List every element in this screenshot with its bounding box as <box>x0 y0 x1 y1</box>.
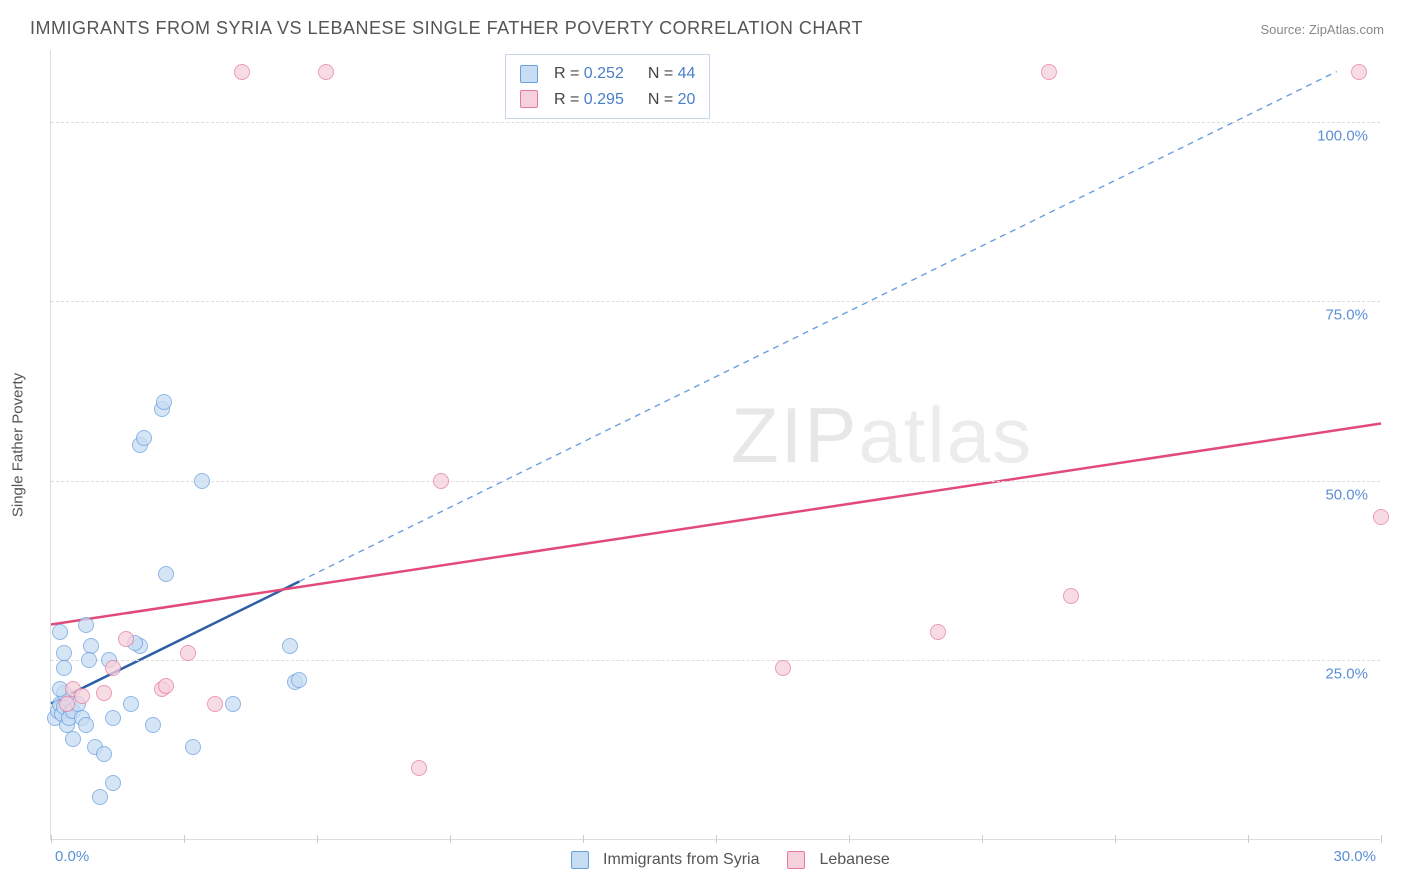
scatter-point <box>96 746 112 762</box>
scatter-point <box>1351 64 1367 80</box>
scatter-point <box>225 696 241 712</box>
scatter-point <box>234 64 250 80</box>
scatter-point <box>282 638 298 654</box>
scatter-point <box>1373 509 1389 525</box>
source-attribution: Source: ZipAtlas.com <box>1260 22 1384 37</box>
scatter-point <box>118 631 134 647</box>
x-tick <box>1115 835 1116 843</box>
y-tick-label: 75.0% <box>1325 307 1368 324</box>
scatter-point <box>158 678 174 694</box>
scatter-point <box>180 645 196 661</box>
scatter-point <box>105 660 121 676</box>
x-tick <box>51 835 52 843</box>
scatter-point <box>123 696 139 712</box>
gridline-h <box>51 301 1380 302</box>
legend-item: Immigrants from Syria <box>571 851 759 869</box>
legend-swatch <box>787 851 805 869</box>
legend-series-name: Immigrants from Syria <box>603 851 759 869</box>
chart-title: IMMIGRANTS FROM SYRIA VS LEBANESE SINGLE… <box>30 18 863 39</box>
trend-line <box>51 423 1381 624</box>
scatter-point <box>78 617 94 633</box>
legend-r-label: R = 0.252 <box>554 61 624 87</box>
scatter-point <box>291 672 307 688</box>
x-tick <box>1248 835 1249 843</box>
x-tick <box>583 835 584 843</box>
scatter-point <box>185 739 201 755</box>
x-tick-label-min: 0.0% <box>55 848 89 865</box>
legend-item: Lebanese <box>787 851 889 869</box>
scatter-point <box>52 624 68 640</box>
legend-swatch <box>520 65 538 83</box>
y-tick-label: 50.0% <box>1325 486 1368 503</box>
gridline-h <box>51 122 1380 123</box>
scatter-point <box>145 717 161 733</box>
scatter-point <box>83 638 99 654</box>
scatter-point <box>56 645 72 661</box>
scatter-point <box>74 688 90 704</box>
scatter-point <box>78 717 94 733</box>
trend-line <box>299 72 1336 582</box>
scatter-point <box>65 731 81 747</box>
legend-row: R = 0.252 N = 44 <box>520 61 695 87</box>
x-tick <box>450 835 451 843</box>
trend-lines-layer <box>51 50 1380 839</box>
x-tick-label-max: 30.0% <box>1333 848 1376 865</box>
scatter-point <box>1063 588 1079 604</box>
scatter-point <box>105 710 121 726</box>
series-legend: Immigrants from Syria Lebanese <box>571 851 890 869</box>
y-tick-label: 25.0% <box>1325 666 1368 683</box>
x-tick <box>982 835 983 843</box>
x-tick <box>716 835 717 843</box>
scatter-point <box>96 685 112 701</box>
gridline-h <box>51 481 1380 482</box>
scatter-point <box>1041 64 1057 80</box>
scatter-point <box>930 624 946 640</box>
y-tick-label: 100.0% <box>1317 127 1368 144</box>
legend-series-name: Lebanese <box>819 851 889 869</box>
scatter-point <box>56 660 72 676</box>
x-tick <box>184 835 185 843</box>
legend-swatch <box>571 851 589 869</box>
scatter-point <box>59 696 75 712</box>
y-axis-title: Single Father Poverty <box>10 373 27 517</box>
scatter-point <box>136 430 152 446</box>
x-tick <box>849 835 850 843</box>
scatter-point <box>194 473 210 489</box>
x-tick <box>317 835 318 843</box>
x-tick <box>1381 835 1382 843</box>
scatter-point <box>411 760 427 776</box>
scatter-point <box>105 775 121 791</box>
legend-swatch <box>520 90 538 108</box>
legend-row: R = 0.295 N = 20 <box>520 87 695 113</box>
scatter-point <box>775 660 791 676</box>
scatter-plot-area: ZIPatlas 25.0%50.0%75.0%100.0%0.0%30.0%R… <box>50 50 1380 840</box>
scatter-point <box>207 696 223 712</box>
scatter-point <box>318 64 334 80</box>
legend-r-label: R = 0.295 <box>554 87 624 113</box>
scatter-point <box>92 789 108 805</box>
correlation-legend: R = 0.252 N = 44 R = 0.295 N = 20 <box>505 54 710 119</box>
scatter-point <box>81 652 97 668</box>
legend-n-label: N = 20 <box>648 87 696 113</box>
legend-n-label: N = 44 <box>648 61 696 87</box>
gridline-h <box>51 660 1380 661</box>
scatter-point <box>158 566 174 582</box>
scatter-point <box>433 473 449 489</box>
scatter-point <box>156 394 172 410</box>
